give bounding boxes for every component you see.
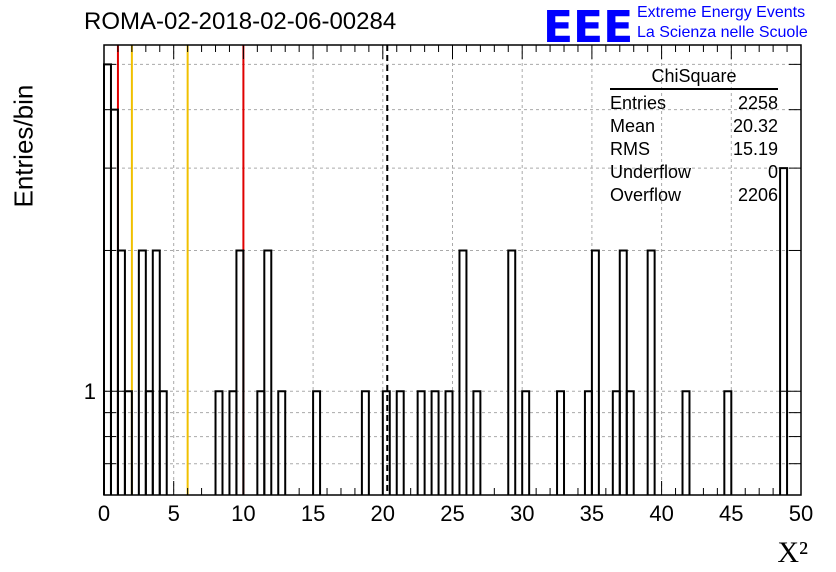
x-tick-label: 15 (301, 501, 325, 526)
x-tick-label: 40 (649, 501, 673, 526)
x-tick-label: 45 (719, 501, 743, 526)
histogram-bin (263, 249, 273, 495)
stats-row: Entries 2258 (610, 92, 778, 115)
histogram-bin (472, 390, 482, 495)
stats-row: Overflow 2206 (610, 184, 778, 207)
histogram-bin (723, 390, 733, 495)
histogram-bin (235, 249, 245, 495)
histogram-bin (590, 249, 600, 495)
stats-label: Mean (610, 116, 656, 136)
stats-box: ChiSquare Entries 2258 Mean 20.32 RMS 15… (610, 66, 778, 207)
histogram-bin (137, 249, 147, 495)
histogram-bin (277, 390, 287, 495)
histogram-bin (583, 390, 593, 495)
logo-line-2: La Scienza nelle Scuole (637, 24, 808, 41)
histogram-bin (151, 249, 161, 495)
histogram-bin (458, 249, 468, 495)
histogram-bin (144, 390, 154, 495)
histogram-bin (214, 390, 224, 495)
stats-value: 2206 (737, 185, 778, 205)
histogram-bin (158, 390, 168, 495)
stats-row: Underflow 0 (610, 161, 778, 184)
histogram-bin (521, 390, 531, 495)
histogram-bin (507, 249, 517, 495)
y-axis-label-container: Entries/bin (4, 85, 39, 208)
histogram-bin (116, 249, 126, 495)
histogram-bin (360, 390, 370, 495)
x-tick-label: 5 (168, 501, 180, 526)
stats-value: 0 (767, 162, 778, 182)
axis-ticks: 0 5 10 15 20 25 30 35 40 45 50 1 (84, 45, 813, 526)
histogram-bin (312, 390, 322, 495)
y-tick-label: 1 (84, 379, 96, 404)
stats-label: Entries (610, 93, 667, 113)
x-tick-label: 30 (510, 501, 534, 526)
histogram-bars (103, 63, 789, 495)
logo-line-1: Extreme Energy Events (637, 4, 806, 21)
histogram-bin (381, 390, 391, 495)
histogram-bin (779, 167, 789, 495)
histogram-bin (625, 390, 635, 495)
x-tick-label: 0 (98, 501, 110, 526)
stats-title: ChiSquare (610, 66, 778, 90)
logo-mark: EEE (543, 2, 634, 53)
histogram-bin (611, 390, 621, 495)
x-axis-label: X² (777, 536, 808, 569)
stats-label: RMS (610, 139, 650, 159)
histogram-bin (103, 63, 112, 495)
histogram-bin (109, 108, 119, 495)
x-tick-label: 35 (580, 501, 604, 526)
histogram-bin (430, 390, 440, 495)
x-tick-label: 20 (371, 501, 395, 526)
stats-label: Overflow (610, 185, 682, 205)
histogram-bin (556, 390, 566, 495)
stats-value: 15.19 (732, 139, 778, 159)
histogram-bin (618, 249, 628, 495)
y-axis-label: Entries/bin (8, 84, 39, 208)
histogram-bin (646, 249, 656, 495)
stats-row: RMS 15.19 (610, 138, 778, 161)
stats-label: Underflow (610, 162, 692, 182)
x-tick-label: 10 (231, 501, 255, 526)
stats-row: Mean 20.32 (610, 115, 778, 138)
histogram-bin (681, 390, 691, 495)
histogram-bin (395, 390, 405, 495)
stats-value: 2258 (737, 93, 778, 113)
stats-value: 20.32 (732, 116, 778, 136)
histogram-bin (444, 390, 454, 495)
plot-title: ROMA-02-2018-02-06-00284 (84, 8, 397, 35)
x-tick-label: 50 (789, 501, 813, 526)
histogram-bin (228, 390, 238, 495)
histogram-bin (416, 390, 426, 495)
histogram-bin (256, 390, 266, 495)
histogram-bin (123, 390, 133, 495)
reference-lines (116, 45, 389, 495)
x-tick-label: 25 (440, 501, 464, 526)
